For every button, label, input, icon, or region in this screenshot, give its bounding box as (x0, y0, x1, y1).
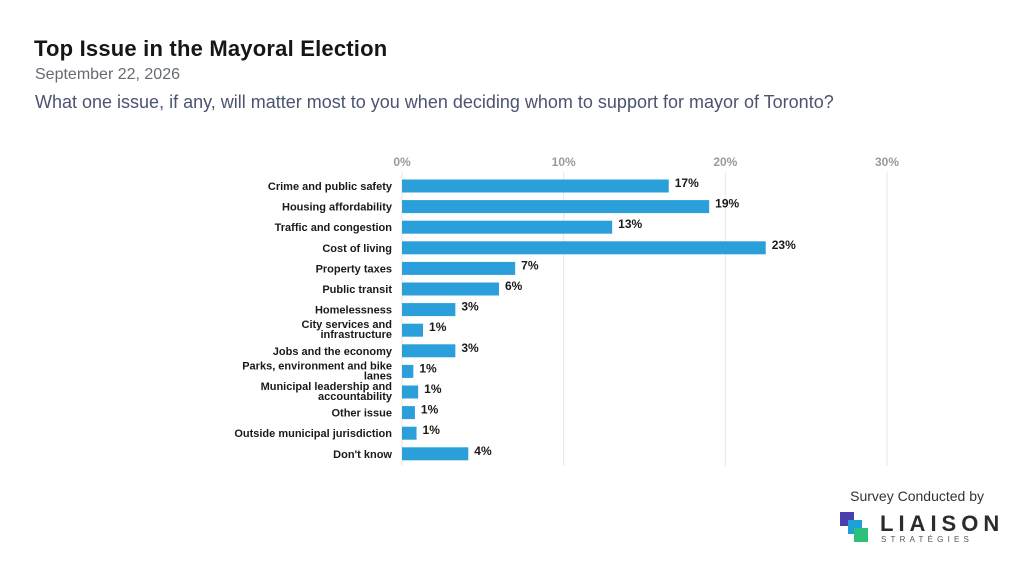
value-label: 1% (424, 382, 442, 396)
category-label: Homelessness (315, 305, 392, 317)
category-label: Traffic and congestion (275, 222, 393, 234)
value-label: 4% (474, 444, 492, 458)
bar (402, 303, 456, 317)
logo-subtitle: STRATÉGIES (881, 535, 974, 544)
category-label: Municipal leadership and accountability (261, 381, 393, 403)
x-tick-label: 0% (393, 155, 411, 169)
chart-title: Top Issue in the Mayoral Election (34, 36, 388, 61)
x-tick-label: 10% (552, 155, 576, 169)
liaison-logo: LIAISON STRATÉGIES (840, 511, 1000, 551)
value-label: 3% (461, 300, 479, 314)
bar (402, 282, 499, 296)
category-label: Jobs and the economy (273, 346, 393, 358)
value-label: 6% (505, 279, 523, 293)
value-label: 3% (461, 341, 479, 355)
bar (402, 344, 456, 358)
category-label: City services and infrastructure (302, 319, 393, 341)
bar (402, 179, 669, 193)
category-label: Parks, environment and bike lanes (242, 360, 392, 382)
value-label: 17% (675, 176, 699, 190)
x-tick-label: 20% (713, 155, 737, 169)
bar (402, 364, 414, 378)
category-label: Other issue (331, 408, 392, 420)
bar (402, 200, 710, 214)
value-label: 23% (772, 238, 796, 252)
survey-credit: Survey Conducted by (850, 488, 984, 504)
survey-question: What one issue, if any, will matter most… (35, 92, 834, 112)
bar (402, 447, 469, 461)
value-label: 1% (419, 361, 437, 375)
category-label: Crime and public safety (268, 181, 393, 193)
value-label: 1% (421, 403, 439, 417)
bar (402, 323, 424, 337)
value-label: 19% (715, 197, 739, 211)
category-label: Don't know (333, 449, 392, 461)
x-tick-label: 30% (875, 155, 899, 169)
category-label: Property taxes (316, 263, 392, 275)
bar (402, 406, 415, 420)
bar (402, 426, 417, 440)
logo-brand: LIAISON (880, 511, 1005, 536)
survey-date: September 22, 2026 (35, 66, 180, 83)
value-label: 7% (521, 258, 539, 272)
logo-mark-icon (840, 512, 870, 542)
bar (402, 261, 516, 275)
bar (402, 220, 613, 234)
category-label: Cost of living (322, 243, 392, 255)
category-label: Public transit (322, 284, 392, 296)
value-label: 13% (618, 217, 642, 231)
value-label: 1% (423, 423, 441, 437)
category-label: Housing affordability (282, 202, 393, 214)
value-label: 1% (429, 320, 447, 334)
bar (402, 385, 419, 399)
bar (402, 241, 766, 255)
category-label: Outside municipal jurisdiction (234, 428, 392, 440)
